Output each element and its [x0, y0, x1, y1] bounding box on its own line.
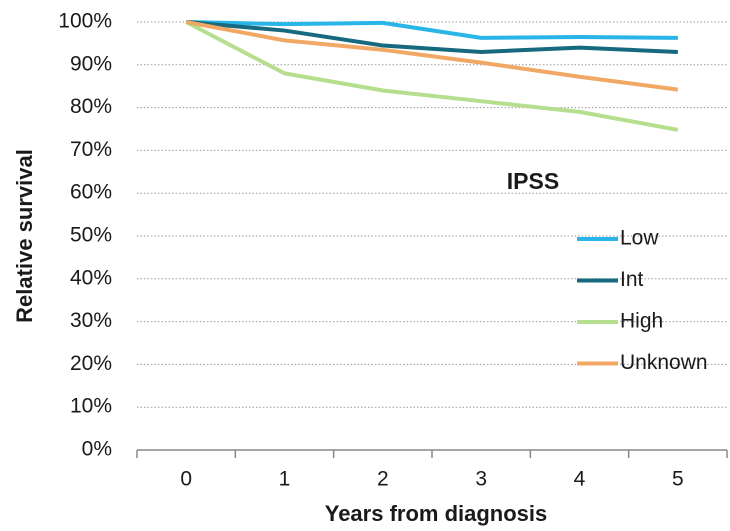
- y-tick-label: 0%: [82, 438, 112, 461]
- y-tick-label: 10%: [70, 395, 112, 418]
- x-tick-label: 1: [279, 468, 291, 491]
- legend-title: IPSS: [507, 168, 559, 194]
- y-tick-label: 20%: [70, 352, 112, 375]
- legend-label: High: [620, 310, 663, 333]
- y-tick-label: 30%: [70, 309, 112, 332]
- y-tick-label: 50%: [70, 224, 112, 247]
- legend-label: Int: [620, 268, 644, 291]
- y-tick-label: 80%: [70, 95, 112, 118]
- y-tick-label: 90%: [70, 52, 112, 75]
- y-axis-title: Relative survival: [12, 149, 37, 323]
- y-tick-label: 40%: [70, 266, 112, 289]
- legend-label: Low: [620, 227, 659, 250]
- x-tick-label: 5: [672, 468, 684, 491]
- y-tick-label: 60%: [70, 181, 112, 204]
- x-axis-title: Years from diagnosis: [325, 501, 548, 526]
- x-tick-label: 2: [377, 468, 389, 491]
- y-tick-label: 70%: [70, 138, 112, 161]
- series-line: [185, 20, 679, 92]
- series-line: [185, 20, 679, 132]
- x-tick-label: 0: [180, 468, 192, 491]
- series-line: [186, 20, 678, 40]
- series-line: [185, 20, 678, 54]
- y-tick-label: 100%: [58, 10, 112, 33]
- x-tick-label: 4: [574, 468, 586, 491]
- x-tick-label: 3: [475, 468, 487, 491]
- legend-label: Unknown: [620, 351, 708, 374]
